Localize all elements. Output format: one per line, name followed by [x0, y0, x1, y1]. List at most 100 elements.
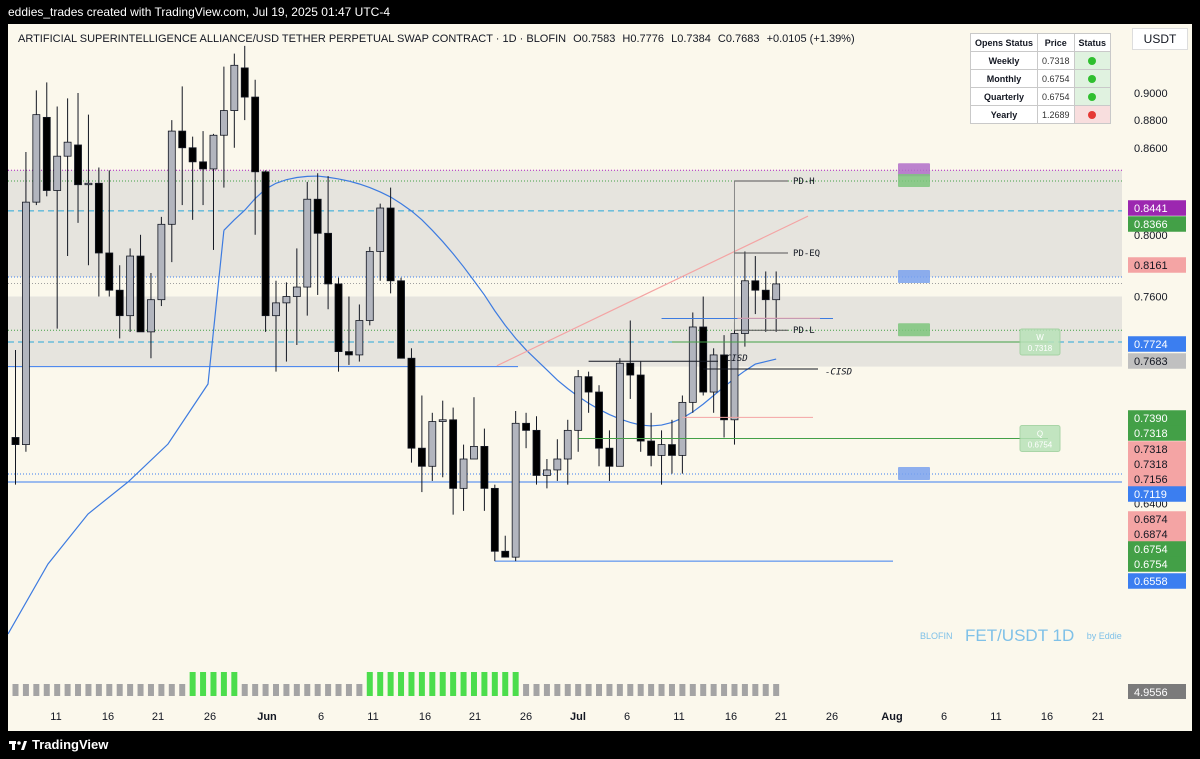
x-axis-tick: 16: [1041, 711, 1053, 723]
x-axis-tick: 21: [152, 711, 164, 723]
volume-bar: [200, 672, 207, 696]
candle-body: [626, 362, 635, 376]
candle-body: [615, 362, 624, 467]
green-status-icon: [1088, 57, 1097, 66]
price-label: 0.7318: [1134, 459, 1168, 471]
candle-body: [42, 116, 51, 191]
candle-body: [126, 255, 135, 317]
opens-status-table: Opens Status Price Status Weekly 0.7318 …: [969, 33, 1112, 124]
level-marker: [898, 173, 930, 187]
opens-row-monthly: Monthly 0.6754: [969, 69, 1112, 88]
level-marker: [898, 466, 930, 480]
candle: [407, 348, 416, 463]
footer-brand[interactable]: TradingView: [32, 737, 109, 752]
candle: [334, 277, 343, 372]
volume-bar: [637, 684, 644, 696]
candle-body: [647, 440, 656, 456]
legend-close: C0.7683: [717, 33, 760, 45]
candle-body: [584, 376, 593, 393]
candle-body: [741, 280, 749, 334]
chart-panel[interactable]: PD-H PD-EQ PD-L CISD -CISD W 0.7318 Q 0.6754 0.90…: [8, 24, 1192, 731]
volume-bar: [366, 672, 373, 696]
candle-body: [386, 207, 395, 282]
volume-bar: [773, 684, 780, 696]
legend-high: H0.7776: [622, 33, 665, 45]
currency-selector[interactable]: USDT: [1132, 28, 1188, 50]
opens-header-state: Status: [1073, 33, 1112, 52]
opens-price: 0.6754: [1037, 69, 1075, 88]
volume-bar: [127, 684, 134, 696]
candle-body: [272, 302, 280, 317]
candle: [376, 203, 385, 281]
candle-body: [709, 354, 718, 393]
symbol-title: ARTIFICIAL SUPERINTELLIGENCE ALLIANCE/US…: [18, 33, 567, 45]
candle-body: [449, 419, 458, 489]
candle: [219, 66, 228, 188]
candle-body: [240, 67, 249, 98]
volume-bar: [741, 684, 748, 696]
volume-bar: [179, 684, 186, 696]
x-axis-tick: 11: [50, 711, 61, 723]
y-axis-tick: 0.7600: [1134, 292, 1168, 304]
volume-bar: [168, 684, 175, 696]
x-axis-tick: 16: [725, 711, 737, 723]
price-label-bg: [1128, 336, 1186, 352]
level-marker: [898, 270, 930, 284]
volume-bar: [481, 672, 488, 696]
volume-bar: [596, 684, 603, 696]
volume-bar: [147, 684, 154, 696]
open-box: [1019, 328, 1061, 356]
candle-body: [490, 487, 499, 552]
candle-body: [553, 458, 562, 471]
price-label-bg: [1128, 556, 1186, 572]
candle: [199, 131, 207, 206]
annotation-label: PD-H: [793, 177, 815, 187]
volume-bar: [293, 684, 300, 696]
watermark-exchange: BLOFIN: [920, 631, 953, 641]
candle-body: [730, 333, 739, 421]
candle: [636, 361, 645, 452]
candle-body: [115, 289, 124, 317]
candle: [480, 428, 489, 511]
candle: [74, 93, 82, 223]
candle-body: [147, 299, 155, 333]
moving-average-line: [8, 230, 225, 635]
volume-bar: [95, 684, 102, 696]
candle-body: [219, 110, 228, 136]
candle-body: [501, 550, 510, 558]
legend-low: L0.7384: [671, 33, 711, 45]
volume-bar: [762, 684, 769, 696]
opens-price: 0.6754: [1037, 87, 1075, 106]
volume-bar: [491, 672, 498, 696]
volume-bar: [220, 672, 227, 696]
opens-price: 1.2689: [1037, 105, 1075, 124]
volume-bar: [554, 684, 561, 696]
price-label-bg: [1128, 573, 1186, 589]
candle: [292, 248, 301, 345]
volume-bar: [710, 684, 717, 696]
green-status-icon: [1088, 93, 1097, 102]
legend-open: O0.7583: [573, 33, 616, 45]
candle: [178, 86, 187, 206]
candle: [615, 358, 624, 467]
price-label-bg: [1128, 456, 1186, 472]
volume-bar: [450, 672, 457, 696]
volume-bar: [43, 684, 50, 696]
candle-body: [365, 251, 374, 321]
tradingview-logo-icon[interactable]: [8, 731, 28, 759]
candle: [397, 277, 405, 359]
candle: [511, 411, 520, 562]
volume-bar: [335, 684, 342, 696]
candle: [417, 395, 426, 493]
candle-body: [605, 447, 614, 467]
candle: [355, 304, 364, 362]
candle-body: [188, 147, 197, 163]
volume-bar: [54, 684, 61, 696]
price-label: 0.7318: [1134, 428, 1168, 440]
price-label: 0.7390: [1134, 413, 1168, 425]
price-chart[interactable]: PD-H PD-EQ PD-L CISD -CISD W 0.7318 Q 0.6754 0.90…: [8, 24, 1192, 731]
open-box: [1019, 425, 1061, 453]
price-label: 0.7318: [1134, 444, 1168, 456]
candle: [709, 348, 718, 413]
watermark-symbol: FET/USDT 1D: [964, 626, 1075, 645]
